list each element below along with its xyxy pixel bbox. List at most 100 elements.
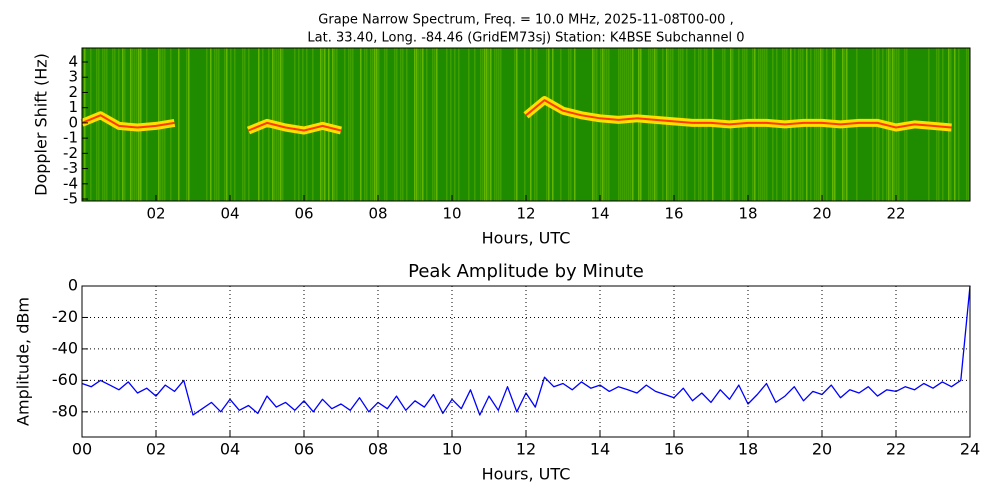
spectrogram-stripe bbox=[574, 48, 576, 201]
spectrogram-stripe bbox=[648, 48, 650, 201]
spectrogram-stripe bbox=[366, 48, 368, 201]
x-tick-label: 20 bbox=[812, 205, 831, 223]
spectrogram-stripe bbox=[622, 48, 624, 201]
spectrogram-stripe bbox=[594, 48, 596, 201]
x-tick-label: 22 bbox=[886, 440, 906, 459]
spectrogram-stripe bbox=[560, 48, 562, 201]
spectrogram-stripe bbox=[468, 48, 470, 201]
y-axis-label: Doppler Shift (Hz) bbox=[32, 53, 51, 196]
x-axis-label: Hours, UTC bbox=[482, 465, 571, 484]
spectrogram-stripe bbox=[620, 48, 622, 201]
spectrogram-stripe bbox=[102, 48, 104, 201]
x-tick-label: 04 bbox=[220, 205, 239, 223]
spectrogram-stripe bbox=[242, 48, 244, 201]
spectrogram-stripe bbox=[378, 48, 380, 201]
spectrogram-stripe bbox=[632, 48, 634, 201]
spectrogram-stripe bbox=[336, 48, 338, 201]
spectrogram-stripe bbox=[396, 48, 398, 201]
spectrogram-stripe bbox=[244, 48, 246, 201]
spectrogram-stripe bbox=[414, 48, 416, 201]
spectrogram-stripe bbox=[306, 48, 308, 201]
spectrogram-stripe bbox=[486, 48, 488, 201]
spectrogram-stripe bbox=[206, 48, 208, 201]
spectrogram-stripe bbox=[374, 48, 376, 201]
y-tick-label: -2 bbox=[63, 144, 78, 162]
spectrogram-stripe bbox=[514, 48, 516, 201]
spectrogram-stripe bbox=[352, 48, 354, 201]
spectrogram-stripe bbox=[90, 48, 92, 201]
plot-frame bbox=[81, 285, 971, 438]
spectrogram-stripe bbox=[348, 48, 350, 201]
spectrogram-stripe bbox=[436, 48, 438, 201]
spectrogram-stripe bbox=[630, 48, 632, 201]
spectrogram-stripe bbox=[434, 48, 436, 201]
x-tick-label: 08 bbox=[368, 205, 387, 223]
spectrogram-stripe bbox=[96, 48, 98, 201]
y-tick-label: -3 bbox=[63, 159, 78, 177]
spectrogram-stripe bbox=[536, 48, 538, 201]
y-tick-label: -80 bbox=[52, 401, 78, 420]
spectrogram-stripe bbox=[498, 48, 500, 201]
x-tick-label: 02 bbox=[146, 440, 166, 459]
spectrogram-stripe bbox=[420, 48, 422, 201]
spectrogram-stripe bbox=[394, 48, 396, 201]
spectrogram-stripe bbox=[334, 48, 336, 201]
spectrogram-stripe bbox=[372, 48, 374, 201]
y-tick-label: -40 bbox=[52, 338, 78, 357]
x-tick-label: 10 bbox=[442, 205, 461, 223]
spectrogram-stripe bbox=[402, 48, 404, 201]
spectrogram-stripe bbox=[364, 48, 366, 201]
spectrogram-stripe bbox=[592, 48, 594, 201]
y-tick-label: 1 bbox=[68, 98, 78, 116]
spectrogram-stripe bbox=[234, 48, 236, 201]
y-axis-label: Amplitude, dBm bbox=[14, 297, 33, 426]
spectrogram-stripe bbox=[548, 48, 550, 201]
spectrogram-stripe bbox=[618, 48, 620, 201]
plot-frame bbox=[81, 47, 971, 202]
spectrogram-stripe bbox=[626, 48, 628, 201]
spectrogram-stripe bbox=[640, 48, 642, 201]
x-tick-label: 24 bbox=[960, 440, 980, 459]
spectrogram-stripe bbox=[230, 48, 232, 201]
spectrogram-stripe bbox=[604, 48, 606, 201]
spectrogram-stripe bbox=[248, 48, 250, 201]
spectrogram-stripe bbox=[350, 48, 352, 201]
x-tick-label: 18 bbox=[738, 440, 758, 459]
chart-title: Peak Amplitude by Minute bbox=[408, 261, 644, 282]
spectrogram-stripe bbox=[608, 48, 610, 201]
spectrogram-stripe bbox=[494, 48, 496, 201]
spectrogram-stripe bbox=[954, 48, 956, 201]
x-tick-label: 12 bbox=[516, 440, 536, 459]
spectrogram-stripe bbox=[570, 48, 572, 201]
x-tick-label: 14 bbox=[590, 205, 609, 223]
x-tick-label: 22 bbox=[886, 205, 905, 223]
spectrogram-stripe bbox=[216, 48, 218, 201]
spectrogram-stripe bbox=[624, 48, 626, 201]
spectrogram-stripe bbox=[568, 48, 570, 201]
spectrogram-stripe bbox=[450, 48, 452, 201]
spectrogram-stripe bbox=[628, 48, 630, 201]
spectrogram-stripe bbox=[596, 48, 598, 201]
y-tick-label: 0 bbox=[68, 276, 78, 295]
x-tick-label: 00 bbox=[72, 440, 92, 459]
spectrogram-stripe bbox=[652, 48, 654, 201]
y-tick-label: 3 bbox=[68, 68, 78, 86]
spectrogram-stripe bbox=[966, 48, 968, 201]
spectrogram-stripe bbox=[454, 48, 456, 201]
spectrogram-stripe bbox=[432, 48, 434, 201]
x-tick-label: 04 bbox=[220, 440, 240, 459]
spectrogram-stripe bbox=[484, 48, 486, 201]
spectrogram-stripe bbox=[344, 48, 346, 201]
spectrogram-stripe bbox=[656, 48, 658, 201]
y-tick-label: 4 bbox=[68, 53, 78, 71]
spectrogram-stripe bbox=[376, 48, 378, 201]
spectrogram-stripe bbox=[224, 48, 226, 201]
y-tick-label: -4 bbox=[63, 174, 78, 192]
spectrogram-stripe bbox=[534, 48, 536, 201]
spectrogram-stripe bbox=[530, 48, 532, 201]
spectrogram-stripe bbox=[958, 48, 960, 201]
y-tick-label: -20 bbox=[52, 307, 78, 326]
x-tick-label: 20 bbox=[812, 440, 832, 459]
spectrogram-stripe bbox=[400, 48, 402, 201]
data-line bbox=[81, 99, 952, 132]
